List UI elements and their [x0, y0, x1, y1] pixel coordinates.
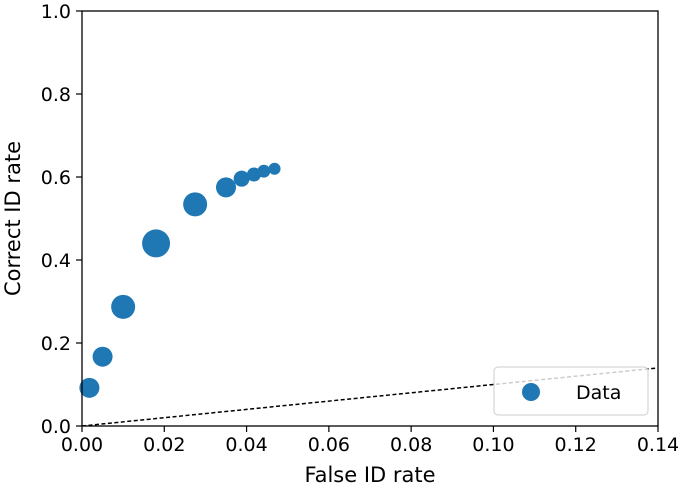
data-point: [142, 229, 171, 258]
legend-marker: [522, 383, 540, 401]
x-tick-label: 0.02: [143, 434, 185, 456]
data-point: [268, 162, 281, 175]
x-axis-label: False ID rate: [304, 463, 435, 487]
data-point: [111, 294, 136, 319]
y-tick-label: 1.0: [41, 1, 71, 23]
axes-frame: [81, 10, 659, 427]
y-axis-label: Correct ID rate: [1, 141, 25, 296]
x-tick-label: 0.00: [61, 434, 103, 456]
data-point: [183, 192, 208, 217]
x-tick-label: 0.14: [637, 434, 679, 456]
data-point: [233, 170, 250, 187]
x-tick-label: 0.08: [390, 434, 432, 456]
y-tick-label: 0.0: [41, 416, 71, 438]
x-tick-label: 0.06: [308, 434, 350, 456]
data-point: [79, 377, 100, 398]
data-point: [216, 177, 236, 198]
data-point: [257, 164, 271, 178]
legend-box: [493, 366, 649, 416]
y-tick-label: 0.6: [41, 167, 71, 189]
data-point: [92, 346, 113, 367]
x-tick-label: 0.12: [555, 434, 597, 456]
y-tick-label: 0.8: [41, 84, 71, 106]
x-tick-label: 0.04: [225, 434, 267, 456]
y-tick-label: 0.2: [41, 333, 71, 355]
y-tick-label: 0.4: [41, 250, 71, 272]
x-tick-label: 0.10: [472, 434, 514, 456]
legend-label: Data: [576, 382, 621, 404]
